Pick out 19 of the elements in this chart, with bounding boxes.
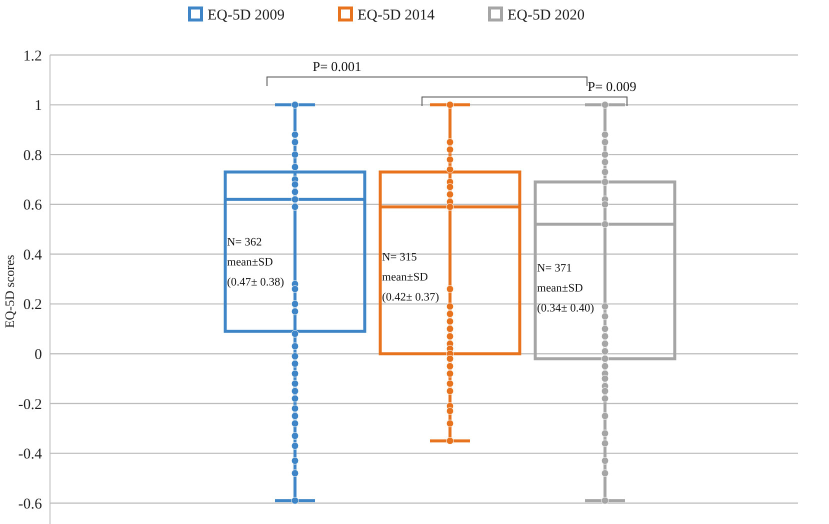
legend-label: EQ-5D 2020: [508, 7, 585, 24]
annotation: N= 315 mean±SD (0.42± 0.37): [382, 251, 440, 304]
legend-label: EQ-5D 2014: [358, 7, 436, 24]
y-tick-label: 0.4: [23, 247, 42, 264]
y-axis-title: EQ-5D scores: [2, 254, 17, 328]
y-tick-label: 1.2: [23, 48, 42, 64]
annotation: N= 371 mean±SD (0.34± 0.40): [537, 262, 594, 315]
annotation: P= 0.001: [312, 59, 362, 74]
y-tick-label: -0.2: [18, 396, 42, 413]
y-tick-label: 0.2: [23, 297, 42, 314]
y-tick-label: 0: [34, 346, 42, 363]
annotation: P= 0.009: [588, 79, 637, 94]
annotation: N= 362 mean±SD (0.47± 0.38): [227, 236, 284, 288]
y-tick-label: -0.6: [18, 496, 42, 512]
legend-label: EQ-5D 2009: [208, 7, 285, 24]
y-tick-label: 1: [34, 98, 42, 114]
y-tick-label: -0.4: [18, 446, 42, 463]
y-tick-label: 0.8: [23, 148, 42, 164]
y-tick-label: 0.6: [23, 198, 42, 214]
